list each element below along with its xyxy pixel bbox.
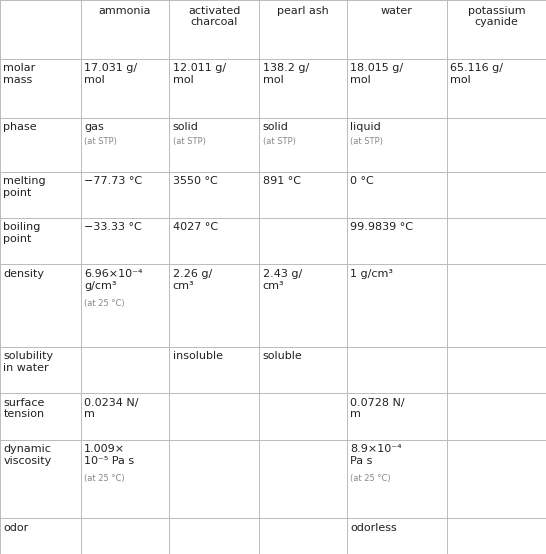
Text: 0 °C: 0 °C xyxy=(350,176,373,186)
Text: surface
tension: surface tension xyxy=(3,398,45,419)
Text: (at STP): (at STP) xyxy=(84,137,117,146)
Text: melting
point: melting point xyxy=(3,176,46,198)
Text: 6.96×10⁻⁴
g/cm³: 6.96×10⁻⁴ g/cm³ xyxy=(84,269,143,290)
Text: 3550 °C: 3550 °C xyxy=(173,176,217,186)
Text: (at STP): (at STP) xyxy=(263,137,295,146)
Text: odorless: odorless xyxy=(350,522,397,533)
Text: molar
mass: molar mass xyxy=(3,63,35,85)
Text: −77.73 °C: −77.73 °C xyxy=(84,176,142,186)
Text: activated
charcoal: activated charcoal xyxy=(188,6,240,27)
Text: boiling
point: boiling point xyxy=(3,223,40,244)
Text: 1 g/cm³: 1 g/cm³ xyxy=(350,269,393,279)
Text: (at STP): (at STP) xyxy=(173,137,205,146)
Text: 1.009×
10⁻⁵ Pa s: 1.009× 10⁻⁵ Pa s xyxy=(84,444,134,466)
Text: (at STP): (at STP) xyxy=(350,137,383,146)
Text: liquid: liquid xyxy=(350,122,381,132)
Text: 891 °C: 891 °C xyxy=(263,176,301,186)
Text: phase: phase xyxy=(3,122,37,132)
Text: 2.43 g/
cm³: 2.43 g/ cm³ xyxy=(263,269,302,290)
Text: −33.33 °C: −33.33 °C xyxy=(84,223,142,233)
Text: (at 25 °C): (at 25 °C) xyxy=(84,474,124,483)
Text: odor: odor xyxy=(3,522,28,533)
Text: water: water xyxy=(381,6,413,16)
Text: insoluble: insoluble xyxy=(173,351,223,361)
Text: soluble: soluble xyxy=(263,351,302,361)
Text: potassium
cyanide: potassium cyanide xyxy=(467,6,525,27)
Text: 2.26 g/
cm³: 2.26 g/ cm³ xyxy=(173,269,212,290)
Text: 0.0728 N/
m: 0.0728 N/ m xyxy=(350,398,405,419)
Text: 12.011 g/
mol: 12.011 g/ mol xyxy=(173,63,225,85)
Text: 138.2 g/
mol: 138.2 g/ mol xyxy=(263,63,309,85)
Text: 18.015 g/
mol: 18.015 g/ mol xyxy=(350,63,403,85)
Text: pearl ash: pearl ash xyxy=(277,6,329,16)
Text: solubility
in water: solubility in water xyxy=(3,351,54,373)
Text: solid: solid xyxy=(173,122,198,132)
Text: gas: gas xyxy=(84,122,104,132)
Text: 99.9839 °C: 99.9839 °C xyxy=(350,223,413,233)
Text: (at 25 °C): (at 25 °C) xyxy=(84,299,124,308)
Text: solid: solid xyxy=(263,122,288,132)
Text: 65.116 g/
mol: 65.116 g/ mol xyxy=(450,63,503,85)
Text: 4027 °C: 4027 °C xyxy=(173,223,218,233)
Text: (at 25 °C): (at 25 °C) xyxy=(350,474,390,483)
Text: dynamic
viscosity: dynamic viscosity xyxy=(3,444,51,466)
Text: 0.0234 N/
m: 0.0234 N/ m xyxy=(84,398,139,419)
Text: 17.031 g/
mol: 17.031 g/ mol xyxy=(84,63,137,85)
Text: 8.9×10⁻⁴
Pa s: 8.9×10⁻⁴ Pa s xyxy=(350,444,402,466)
Text: density: density xyxy=(3,269,44,279)
Text: ammonia: ammonia xyxy=(99,6,151,16)
